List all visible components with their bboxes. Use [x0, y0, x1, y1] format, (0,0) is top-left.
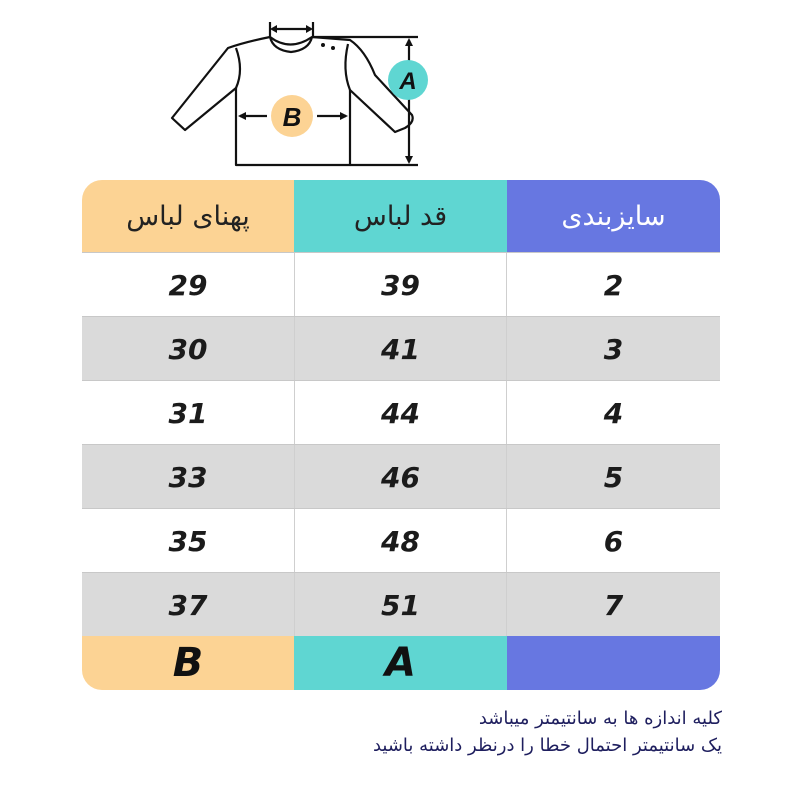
cell-length: 41 — [294, 317, 507, 381]
header-row: پهنای لباس قد لباس سایزبندی — [82, 180, 720, 252]
label-b: B — [283, 102, 302, 132]
table-row: 30 41 3 — [82, 316, 720, 381]
cell-size: 3 — [603, 332, 624, 366]
shirt-measurement-diagram: A B — [170, 22, 428, 167]
shirt-outline — [170, 35, 414, 167]
size-table: پهنای لباس قد لباس سایزبندی 29 39 2 30 41 3 31… — [82, 180, 720, 690]
cell-length: 46 — [294, 445, 507, 509]
footer-size-label — [507, 636, 720, 690]
cell-width: 31 — [168, 396, 208, 430]
table-row: 29 39 2 — [82, 252, 720, 317]
table-row: 37 51 7 — [82, 572, 720, 637]
cell-size: 6 — [603, 524, 624, 558]
footer-row: B A — [82, 636, 720, 690]
footer-width-label: B — [82, 636, 294, 690]
cell-length: 51 — [294, 573, 507, 637]
header-size: سایزبندی — [507, 180, 720, 252]
cell-width: 30 — [168, 332, 208, 366]
footer-length-label: A — [294, 636, 507, 690]
cell-length: 48 — [294, 509, 507, 573]
label-a-badge — [388, 60, 428, 100]
cell-width: 33 — [168, 460, 208, 494]
table-row: 33 46 5 — [82, 444, 720, 509]
cell-size: 4 — [603, 396, 624, 430]
cell-width: 35 — [168, 524, 208, 558]
table-row: 31 44 4 — [82, 380, 720, 445]
cell-length: 39 — [294, 253, 507, 317]
header-width: پهنای لباس — [82, 180, 294, 252]
cell-size: 7 — [603, 588, 624, 622]
cell-size: 2 — [603, 268, 624, 302]
table-row: 35 48 6 — [82, 508, 720, 573]
label-b-badge — [271, 95, 313, 137]
note-tolerance: یک سانتیمتر احتمال خطا را درنظر داشته با… — [372, 735, 722, 756]
cell-length: 44 — [294, 381, 507, 445]
header-length: قد لباس — [294, 180, 507, 252]
note-units: کلیه اندازه ها به سانتیمتر میباشد — [478, 708, 722, 729]
label-a: A — [398, 68, 416, 95]
cell-width: 29 — [168, 268, 208, 302]
cell-width: 37 — [168, 588, 208, 622]
cell-size: 5 — [603, 460, 624, 494]
